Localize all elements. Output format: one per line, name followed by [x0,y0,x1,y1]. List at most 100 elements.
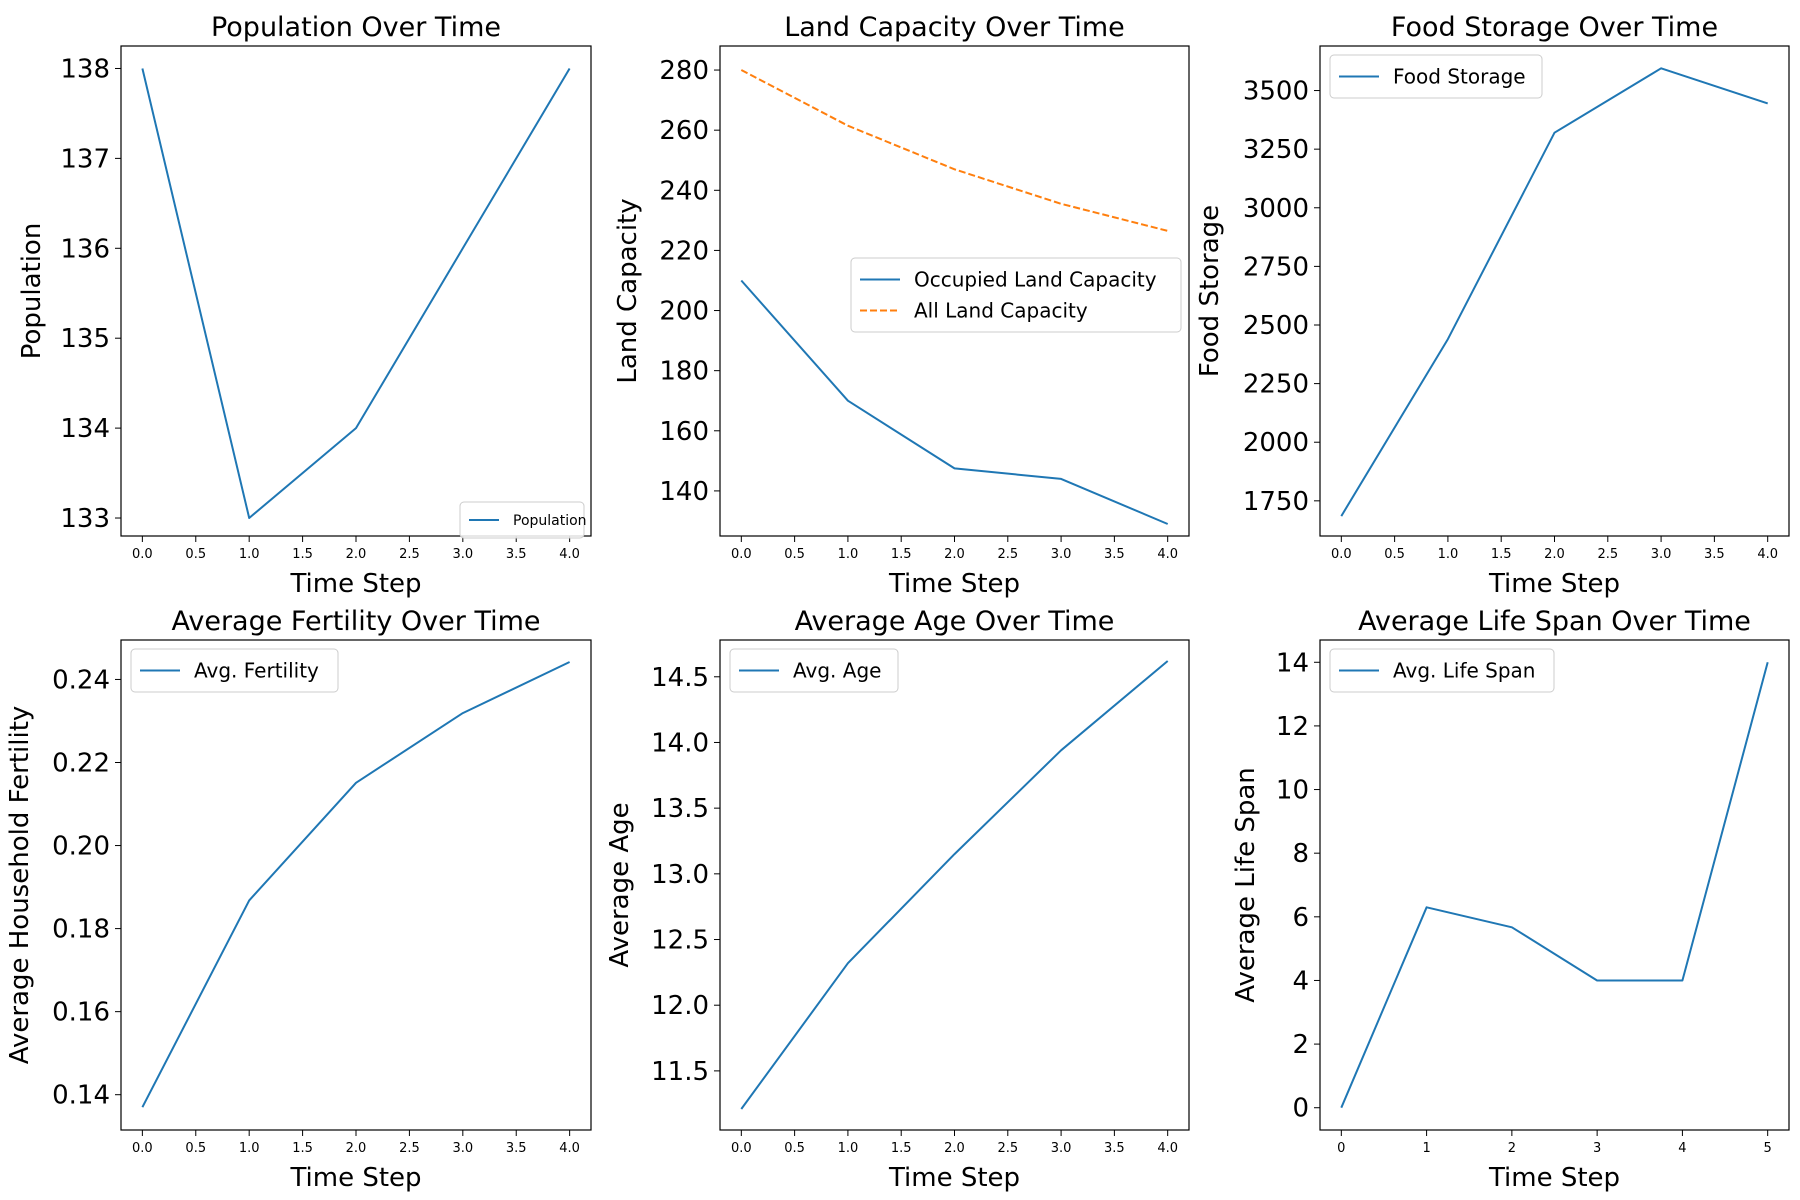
x-tick-label: 4.0 [559,547,580,562]
x-tick-label: 1.0 [239,1141,260,1156]
legend: Avg. Age [729,648,899,693]
y-tick-label: 220 [659,236,709,266]
y-tick-label: 3000 [1243,194,1309,224]
y-tick-label: 12.0 [651,991,709,1021]
chart-panel-5: Average Age Over Time 0.0 0.5 1.0 1.5 2.0 2.5 3… [605,606,1190,1193]
y-tick-label: 180 [659,357,709,387]
chart-panel-1: Population Over Time 0.0 0.5 1.0 1.5 2.0 2.5 3.… [17,12,592,599]
y-tick-label: 14.5 [651,663,709,693]
series-line-1 [141,661,571,1108]
y-tick-label: 0.22 [52,749,110,779]
x-tick-label: 1.5 [292,547,313,562]
y-tick-label: 160 [659,417,709,447]
y-tick-label: 14.0 [651,728,709,758]
y-tick-label: 1750 [1243,487,1309,517]
legend: Avg. Life Span [1329,648,1555,693]
plot-frame [120,639,592,1131]
x-axis-label: Time Step [1488,569,1620,599]
x-tick-label: 0.5 [185,1141,206,1156]
x-tick-label: 2.5 [997,547,1018,562]
legend-label: Population [513,513,587,529]
y-tick-label: 3250 [1243,135,1309,165]
plot-frame [719,45,1190,537]
x-axis-label: Time Step [1488,1163,1620,1193]
legend-box [1329,54,1543,99]
x-axis-label: Time Step [888,1163,1020,1193]
x-tick-label: 0.0 [132,547,153,562]
y-tick-label: 2750 [1243,252,1309,282]
x-tick-label: 1.0 [838,547,859,562]
x-tick-label: 2.0 [346,547,367,562]
y-tick-label: 240 [659,176,709,206]
y-tick-label: 13.5 [651,794,709,824]
series-line-1 [141,67,571,519]
y-tick-label: 260 [659,116,709,146]
y-tick-label: 2 [1292,1030,1309,1060]
legend-box [130,648,339,693]
y-tick-label: 0 [1292,1094,1309,1124]
legend-label: Avg. Life Span [1393,659,1535,683]
legend: Occupied Land Capacity All Land Capacity [850,257,1182,333]
series-line-1 [740,660,1169,1110]
y-tick-label: 133 [60,504,110,534]
y-tick-label: 13.0 [651,860,709,890]
x-tick-label: 1.5 [1491,547,1512,562]
y-tick-label: 2250 [1243,370,1309,400]
x-tick-label: 1.0 [838,1141,859,1156]
x-tick-label: 1.0 [239,547,260,562]
x-tick-label: 2.5 [399,1141,420,1156]
y-tick-label: 12 [1276,712,1309,742]
x-tick-label: 0.0 [132,1141,153,1156]
chart-title: Average Life Span Over Time [1358,606,1751,637]
y-tick-label: 200 [659,297,709,327]
y-tick-label: 280 [659,56,709,86]
legend: Population [459,501,587,539]
chart-title: Land Capacity Over Time [784,12,1125,43]
y-tick-label: 0.16 [52,998,110,1028]
x-tick-label: 4.0 [1157,1141,1178,1156]
x-axis-label: Time Step [289,1163,421,1193]
x-tick-label: 2.5 [997,1141,1018,1156]
legend: Food Storage [1329,54,1543,99]
x-tick-label: 4 [1678,1141,1686,1156]
y-tick-label: 136 [60,234,110,264]
y-tick-label: 138 [60,54,110,84]
y-axis-label: Food Storage [1195,205,1225,377]
chart-title: Average Age Over Time [795,606,1115,637]
y-tick-label: 0.20 [52,832,110,862]
x-tick-label: 1 [1422,1141,1430,1156]
x-tick-label: 1.5 [292,1141,313,1156]
y-tick-label: 8 [1292,839,1309,869]
legend-box [459,501,585,539]
y-tick-label: 3500 [1243,77,1309,107]
x-tick-label: 2.0 [346,1141,367,1156]
y-tick-label: 6 [1292,903,1309,933]
x-tick-label: 0.0 [731,547,752,562]
legend: Avg. Fertility [130,648,339,693]
y-tick-label: 0.14 [52,1081,110,1111]
chart-panel-3: Food Storage Over Time 0.0 0.5 1.0 1.5 2.0 2.5… [1195,12,1790,599]
x-tick-label: 2.0 [944,1141,965,1156]
y-tick-label: 10 [1276,776,1309,806]
x-tick-label: 3.5 [506,1141,527,1156]
x-tick-label: 3.5 [1704,547,1725,562]
chart-panel-2: Land Capacity Over Time 0.0 0.5 1.0 1.5 2.0 2.… [613,12,1190,599]
x-tick-label: 0.5 [185,547,206,562]
y-tick-label: 140 [659,477,709,507]
chart-title: Food Storage Over Time [1391,12,1718,43]
y-tick-label: 2000 [1243,428,1309,458]
x-tick-label: 0.0 [1331,547,1352,562]
series-line-2 [740,69,1168,232]
series-line-1 [740,279,1169,525]
x-tick-label: 2.5 [399,547,420,562]
plot-frame [719,639,1190,1131]
x-tick-label: 0.5 [784,547,805,562]
legend-box [729,648,899,693]
x-tick-label: 2.5 [1597,547,1618,562]
x-tick-label: 3.5 [506,547,527,562]
plot-frame [1319,45,1790,537]
legend-label: All Land Capacity [914,299,1088,323]
y-axis-label: Average Age [605,802,635,967]
